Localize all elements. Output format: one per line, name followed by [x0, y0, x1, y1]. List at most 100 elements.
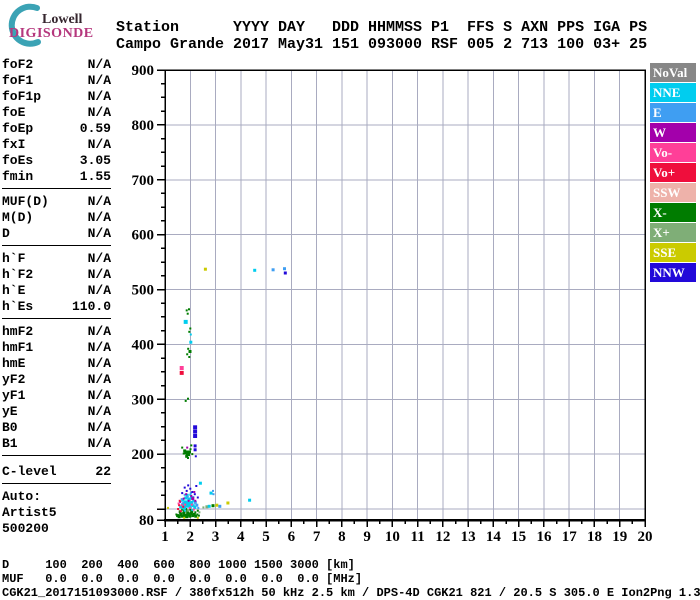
svg-text:600: 600 [132, 228, 155, 244]
parameter-value: N/A [87, 57, 111, 72]
data-point [191, 497, 195, 501]
svg-text:6: 6 [288, 529, 296, 545]
data-point [167, 506, 169, 509]
data-point [187, 347, 190, 350]
data-point [212, 493, 215, 496]
svg-text:800: 800 [132, 118, 155, 134]
data-point [191, 504, 195, 508]
data-point [189, 340, 193, 344]
data-point [180, 498, 183, 501]
data-point [197, 514, 200, 517]
parameter-panel: foF2 N/A foF1 N/A foF1p N/A foE N/A foEp 0.59 fxI N… [2, 57, 111, 545]
data-point [189, 333, 192, 336]
data-point [248, 498, 252, 502]
data-point [182, 502, 185, 504]
data-point [186, 353, 189, 356]
data-point [283, 267, 286, 271]
parameter-row-foes: foEs 3.05 [2, 153, 111, 169]
svg-text:11: 11 [411, 529, 425, 545]
data-point [187, 499, 190, 502]
data-point [190, 500, 194, 504]
data-point [185, 493, 188, 496]
data-point [187, 457, 189, 459]
parameter-value: 0.59 [79, 121, 111, 136]
parameter-label: C-level [2, 464, 57, 479]
parameter-label: foEp [2, 121, 34, 136]
data-point [181, 492, 184, 495]
parameter-value: N/A [87, 226, 111, 241]
data-point [188, 505, 192, 509]
data-point [192, 499, 195, 502]
parameter-label: h`Es [2, 299, 34, 314]
data-point [181, 508, 184, 511]
parameter-label: yE [2, 404, 18, 419]
parameter-value: N/A [87, 283, 111, 298]
data-point [177, 502, 180, 505]
data-point [188, 356, 191, 358]
svg-text:13: 13 [461, 529, 476, 545]
svg-text:19: 19 [612, 529, 627, 545]
data-point [188, 514, 192, 518]
data-point [186, 312, 189, 315]
data-point [196, 496, 199, 499]
parameter-label: fxI [2, 137, 26, 152]
data-point [185, 454, 189, 458]
legend-item-nnw: NNW [650, 263, 696, 282]
parameter-row-hf2: h`F2 N/A [2, 267, 111, 283]
parameter-row-clevel: C-level 22 [2, 464, 111, 480]
data-point [181, 498, 185, 502]
parameter-value: N/A [87, 73, 111, 88]
data-point [179, 366, 184, 370]
data-point [189, 448, 192, 451]
data-point [186, 512, 191, 517]
legend-item-x: X- [650, 203, 696, 222]
svg-text:10: 10 [385, 529, 400, 545]
svg-text:4: 4 [237, 529, 245, 545]
parameter-label: Artist5 [2, 505, 57, 520]
data-point [198, 481, 202, 485]
data-point [205, 505, 209, 509]
legend-item-vo: Vo+ [650, 163, 696, 182]
data-point [194, 499, 197, 502]
parameter-label: yF1 [2, 388, 26, 403]
data-point [196, 509, 199, 512]
parameter-label: hmF2 [2, 324, 34, 339]
svg-text:12: 12 [435, 529, 450, 545]
data-point [193, 505, 197, 509]
svg-text:1: 1 [161, 529, 169, 545]
parameter-row-hmf1: hmF1 N/A [2, 340, 111, 356]
parameter-value: N/A [87, 436, 111, 451]
data-point [189, 493, 192, 496]
parameter-value: 3.05 [79, 153, 111, 168]
legend-item-sse: SSE [650, 243, 696, 262]
parameter-label: foF1 [2, 73, 34, 88]
parameter-value: N/A [87, 404, 111, 419]
legend-item-x: X+ [650, 223, 696, 242]
parameter-label: foE [2, 105, 26, 120]
data-point [209, 491, 213, 495]
parameter-row-yf2: yF2 N/A [2, 372, 111, 388]
data-point [188, 450, 191, 454]
data-point [187, 397, 189, 400]
parameter-row-mufd: MUF(D) N/A [2, 194, 111, 210]
data-point [197, 506, 200, 509]
parameter-row-d: D N/A [2, 226, 111, 242]
svg-text:300: 300 [132, 392, 155, 408]
data-point [185, 493, 189, 497]
data-point [218, 504, 222, 508]
data-point [184, 496, 188, 500]
svg-text:17: 17 [562, 529, 578, 545]
parameter-value: N/A [87, 89, 111, 104]
svg-text:16: 16 [536, 529, 552, 545]
svg-text:5: 5 [262, 529, 270, 545]
svg-text:2: 2 [187, 529, 195, 545]
parameter-label: 500200 [2, 521, 49, 536]
data-point [188, 350, 192, 353]
parameter-value: N/A [87, 251, 111, 266]
data-point [185, 515, 189, 519]
svg-text:18: 18 [587, 529, 602, 545]
lowell-crescent-icon [8, 3, 41, 47]
legend-item-nne: NNE [650, 83, 696, 102]
data-point [196, 513, 199, 516]
